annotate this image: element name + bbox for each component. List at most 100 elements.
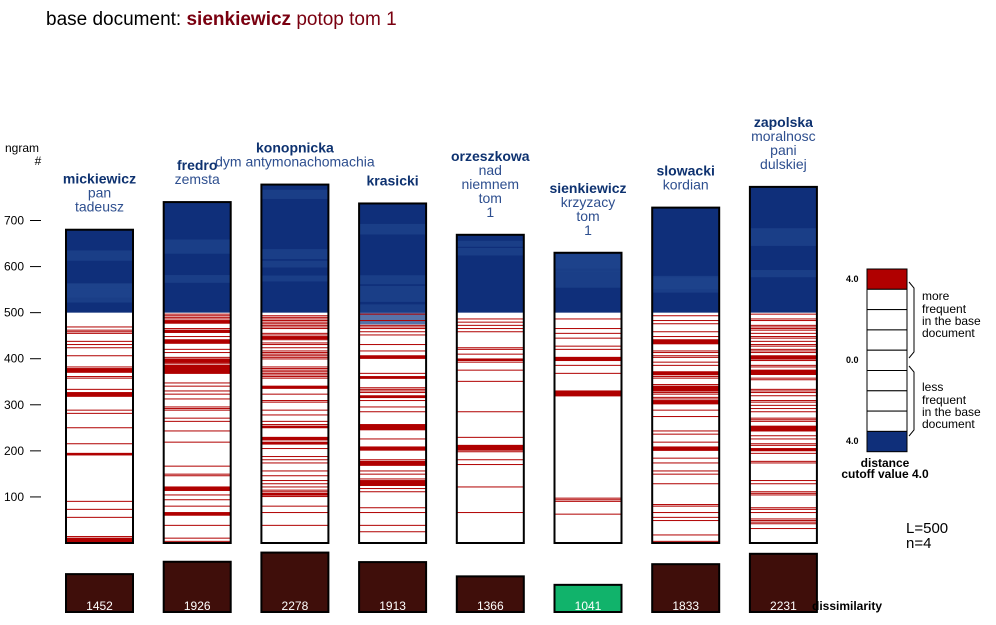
bar-red-line	[261, 377, 329, 379]
bar-red-line	[749, 508, 817, 510]
y-tick-label: 600	[4, 260, 24, 274]
bar-red-line	[652, 315, 720, 317]
bar-red-line	[652, 384, 720, 386]
bar-red-line	[261, 334, 329, 336]
bar-red-line	[261, 492, 329, 496]
legend-cell	[866, 268, 908, 290]
bar-blue-band	[261, 260, 329, 268]
bar-red-line	[66, 427, 133, 429]
bar-blue-zone	[652, 207, 720, 313]
bar-red-line	[749, 411, 817, 413]
bar-red-line	[359, 459, 427, 461]
bar-red-line	[749, 448, 817, 452]
bar-red-line	[163, 393, 231, 395]
bar-red-line	[652, 462, 720, 464]
bar-red-line	[456, 512, 524, 514]
bar-red-line	[749, 460, 817, 462]
bar-work-label: 1	[486, 204, 494, 220]
bar-red-line	[749, 520, 817, 522]
bar-red-line	[261, 374, 329, 376]
bar-red-line	[66, 508, 133, 510]
bar-red-line	[456, 361, 524, 363]
legend-cell	[866, 309, 908, 331]
bar-red-line	[554, 372, 622, 374]
bar-red-line	[652, 473, 720, 475]
bar-red-line	[163, 473, 231, 475]
bar-red-line	[261, 356, 329, 358]
bar-blue-band	[261, 275, 329, 282]
bar-red-line	[261, 337, 329, 339]
bar-red-line	[261, 326, 329, 328]
bar-red-line	[749, 420, 817, 422]
bar-red-line	[163, 488, 231, 490]
bar-red-line	[652, 355, 720, 357]
bar-work-label: dulskiej	[760, 156, 807, 172]
bar-red-line	[749, 350, 817, 352]
bar-blue-band	[163, 275, 231, 283]
bar-red-line	[652, 540, 720, 542]
bar-red-line	[749, 318, 817, 320]
bar-red-line	[749, 329, 817, 331]
bar-red-line	[359, 507, 427, 509]
bar-red-line	[749, 452, 817, 454]
bar-red-line	[456, 318, 524, 320]
bar-red-line	[261, 387, 329, 389]
bar-red-line	[749, 492, 817, 494]
bar-red-line	[652, 377, 720, 379]
bar-red-line	[749, 390, 817, 392]
bar-red-line	[359, 448, 427, 450]
bar-red-line	[359, 376, 427, 379]
bar-red-line	[652, 512, 720, 514]
bar-red-line	[554, 390, 622, 397]
bar-red-line	[359, 350, 427, 352]
bar-blue-band	[66, 283, 133, 290]
bar-red-line	[456, 380, 524, 382]
bar-red-line	[359, 470, 427, 472]
bar-red-line	[163, 361, 231, 363]
bar-red-line	[261, 496, 329, 498]
bar-red-line	[652, 376, 720, 378]
title-work: potop tom 1	[291, 9, 397, 30]
bar-red-line	[261, 441, 329, 445]
bar-blue-zone	[456, 234, 524, 313]
bar-red-line	[359, 438, 427, 440]
bar-red-line	[554, 345, 622, 347]
dissimilarity-value: 1452	[86, 599, 113, 613]
bar-red-line	[261, 324, 329, 326]
bar-red-line	[652, 393, 720, 395]
dissimilarity-bar-konopnicka	[260, 551, 330, 613]
bar-red-line	[749, 344, 817, 346]
bar-red-line	[66, 452, 133, 456]
bar-red-line	[261, 414, 329, 416]
bar-red-line	[261, 486, 329, 488]
bar-red-line	[261, 505, 329, 507]
bar-red-line	[163, 318, 231, 320]
bar-red-line	[163, 524, 231, 526]
bar-red-line	[456, 444, 524, 451]
bar-red-line	[66, 409, 133, 411]
bar-red-line	[652, 441, 720, 443]
params-n: n=4	[906, 535, 931, 552]
bar-work-label: pan	[88, 185, 111, 201]
bar-red-line	[261, 371, 329, 373]
dissimilarity-bar-krasicki	[358, 561, 428, 613]
dissimilarity-value: 1913	[379, 599, 406, 613]
bar-red-line	[749, 395, 817, 397]
bar-red-line	[66, 388, 133, 390]
bar-work-label: 1	[584, 222, 592, 238]
bar-red-line	[163, 339, 231, 344]
bar-red-line	[261, 489, 329, 491]
legend-brace-less	[908, 365, 915, 437]
bar-red-line	[652, 392, 720, 394]
bar-red-line	[163, 315, 231, 317]
bar-red-line	[456, 328, 524, 330]
bar-red-line	[749, 417, 817, 419]
bar-red-line	[554, 358, 622, 360]
bar-red-line	[261, 427, 329, 429]
bar-red-line	[261, 342, 329, 344]
bar-red-line	[749, 507, 817, 509]
bar-red-line	[749, 320, 817, 322]
bar-red-line	[749, 401, 817, 403]
bar-red-line	[66, 366, 133, 368]
